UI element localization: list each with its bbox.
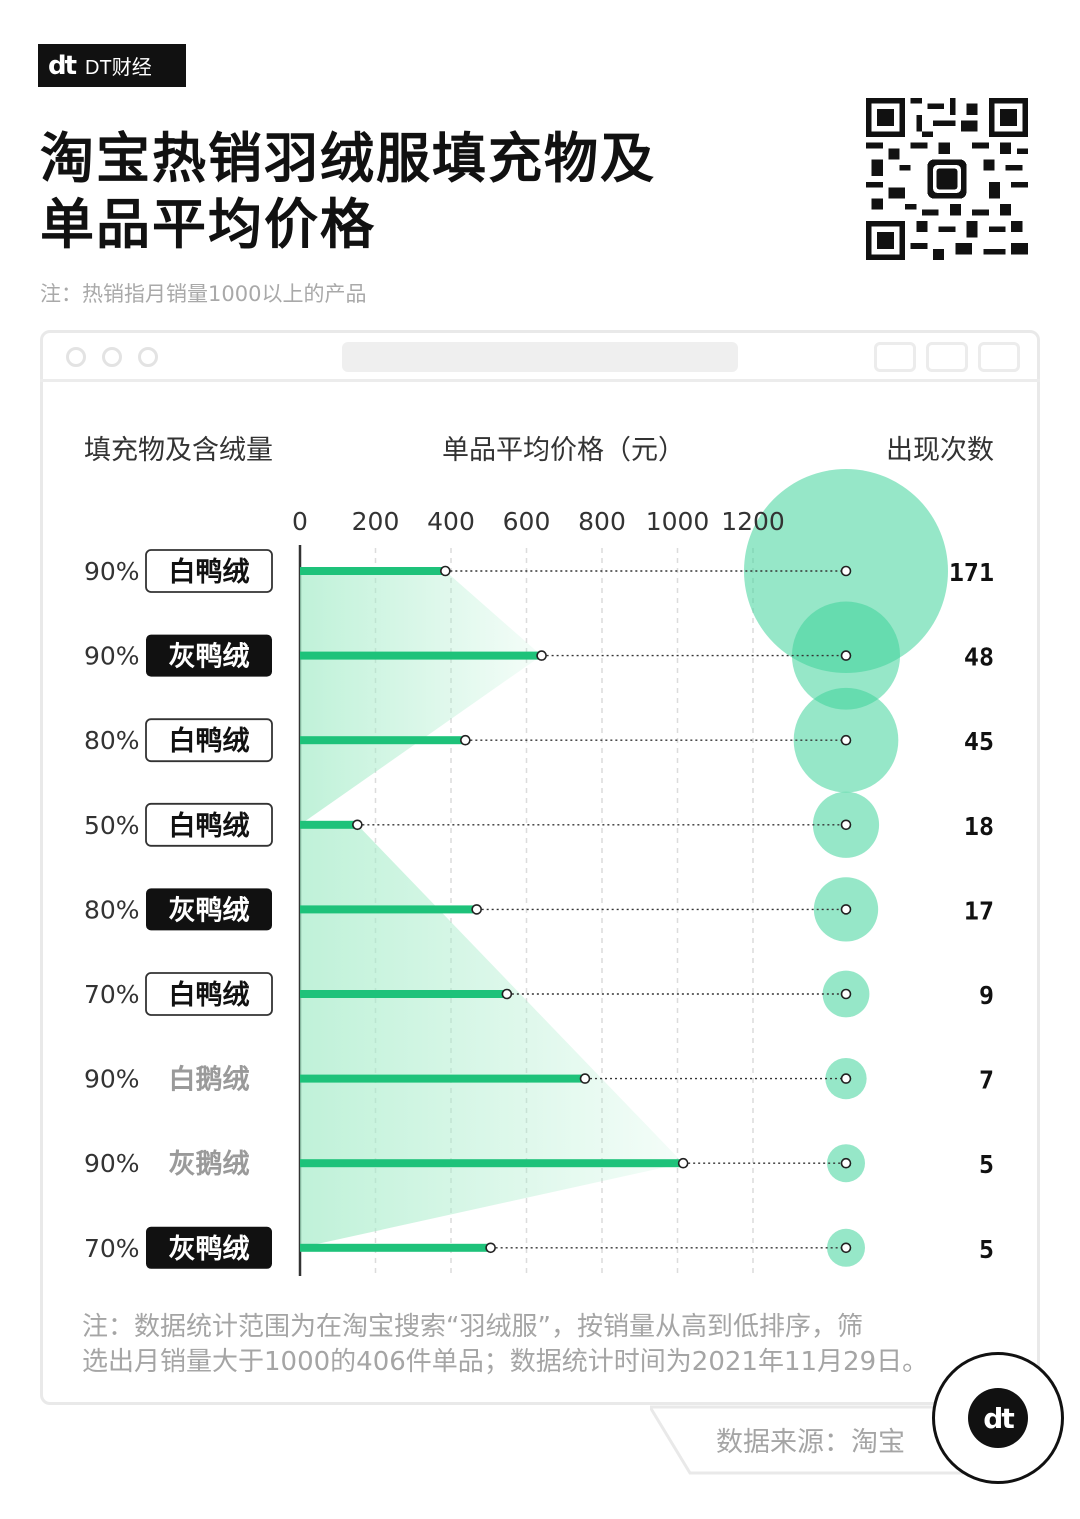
footnote-line-1: 注：数据统计范围为在淘宝搜索“羽绒服”，按销量从高到低排序，筛 <box>82 1312 863 1342</box>
price-bar <box>300 651 542 660</box>
count-dot <box>840 819 852 831</box>
badge-logo-icon: dt <box>968 1388 1028 1448</box>
count-label: 17 <box>964 896 994 925</box>
window-titlebar <box>40 330 1040 382</box>
material-label: 灰鹅绒 <box>169 1149 250 1180</box>
x-tick-label: 1000 <box>646 507 710 536</box>
count-dot <box>840 565 852 577</box>
material-tag <box>146 888 272 931</box>
header-price: 单品平均价格（元） <box>442 435 685 466</box>
count-dot <box>840 1242 852 1254</box>
down-percent-label: 50% <box>84 811 140 840</box>
footnote-line-2: 选出月销量大于1000的406件单品；数据统计时间为2021年11月29日。 <box>82 1347 929 1377</box>
close-icon <box>66 347 86 367</box>
material-label: 白鸭绒 <box>169 556 250 588</box>
price-bar <box>300 567 446 575</box>
x-tick-label: 800 <box>578 507 626 536</box>
price-bar <box>300 1243 491 1252</box>
count-label: 18 <box>964 812 994 841</box>
count-dot <box>840 1157 852 1169</box>
address-bar <box>342 342 738 372</box>
shaded-area <box>300 571 542 825</box>
count-label: 7 <box>979 1066 994 1095</box>
price-dot <box>352 819 363 831</box>
price-dot <box>677 1157 689 1169</box>
count-dot <box>840 650 852 661</box>
price-bar <box>300 1159 684 1168</box>
count-label: 5 <box>979 1150 994 1179</box>
count-label: 5 <box>979 1235 994 1264</box>
price-dot <box>460 734 471 746</box>
down-percent-label: 70% <box>84 1234 140 1263</box>
price-bar <box>300 905 477 914</box>
count-label: 171 <box>949 558 994 587</box>
brand-mark: dt <box>48 50 77 81</box>
footnote: 注：数据统计范围为在淘宝搜索“羽绒服”，按销量从高到低排序，筛 选出月销量大于1… <box>82 1310 942 1380</box>
count-dot <box>840 988 852 1000</box>
down-percent-label: 90% <box>84 1065 140 1094</box>
material-tag <box>145 802 273 847</box>
title-line-2: 单品平均价格 <box>40 193 376 256</box>
price-dot <box>485 1242 496 1254</box>
x-tick-label: 200 <box>352 507 400 536</box>
count-dot <box>840 904 852 915</box>
header-filling: 填充物及含绒量 <box>84 435 273 466</box>
x-tick-label: 400 <box>427 507 475 536</box>
price-dot <box>579 1073 591 1084</box>
material-label: 灰鸭绒 <box>169 895 250 926</box>
data-source: 数据来源：淘宝 <box>716 1427 905 1458</box>
count-dot <box>840 734 852 746</box>
down-percent-label: 90% <box>84 557 140 586</box>
count-dot <box>840 1073 852 1084</box>
record-icon <box>874 342 916 372</box>
price-dot <box>536 650 547 661</box>
material-label: 白鸭绒 <box>169 979 250 1011</box>
price-bar <box>300 820 358 829</box>
down-percent-label: 90% <box>84 642 140 671</box>
badge-ring <box>932 1352 1064 1484</box>
brand-logo: dt DT财经 <box>38 44 186 87</box>
price-dot <box>501 988 513 1000</box>
price-dot <box>440 565 451 577</box>
block-icon <box>138 347 158 367</box>
header-count: 出现次数 <box>886 435 994 466</box>
window-copy-icon <box>978 342 1020 372</box>
material-label: 白鹅绒 <box>169 1064 250 1096</box>
material-tag <box>145 972 273 1016</box>
price-bar <box>300 736 466 745</box>
x-tick-label: 600 <box>503 507 551 536</box>
subtitle: 注：热销指月销量1000以上的产品 <box>40 282 367 306</box>
material-label: 白鸭绒 <box>169 810 250 842</box>
down-percent-label: 70% <box>84 980 140 1009</box>
x-tick-label: 1200 <box>721 507 785 536</box>
down-percent-label: 90% <box>84 1149 140 1178</box>
down-percent-label: 80% <box>84 726 140 755</box>
qr-code-icon <box>866 98 1028 260</box>
minimize-icon <box>102 347 122 367</box>
share-icon <box>926 342 968 372</box>
chart-window-frame <box>40 330 1040 1405</box>
material-tag <box>146 1226 272 1269</box>
material-label: 灰鸭绒 <box>169 642 250 673</box>
page-title: 淘宝热销羽绒服填充物及 单品平均价格 <box>40 126 656 258</box>
price-bar <box>300 1074 586 1083</box>
count-label: 9 <box>979 981 994 1010</box>
price-dot <box>471 904 482 915</box>
material-label: 白鸭绒 <box>169 725 250 757</box>
material-label: 灰鸭绒 <box>169 1234 250 1265</box>
material-tag <box>145 549 273 593</box>
brand-name: DT财经 <box>85 57 152 79</box>
count-label: 48 <box>964 643 994 672</box>
count-label: 45 <box>964 727 994 756</box>
material-tag <box>145 718 273 763</box>
shaded-area <box>300 824 684 1248</box>
title-line-1: 淘宝热销羽绒服填充物及 <box>40 127 656 190</box>
material-tag <box>146 634 272 677</box>
x-tick-label: 0 <box>292 507 308 536</box>
down-percent-label: 80% <box>84 895 140 924</box>
price-bar <box>300 990 507 998</box>
